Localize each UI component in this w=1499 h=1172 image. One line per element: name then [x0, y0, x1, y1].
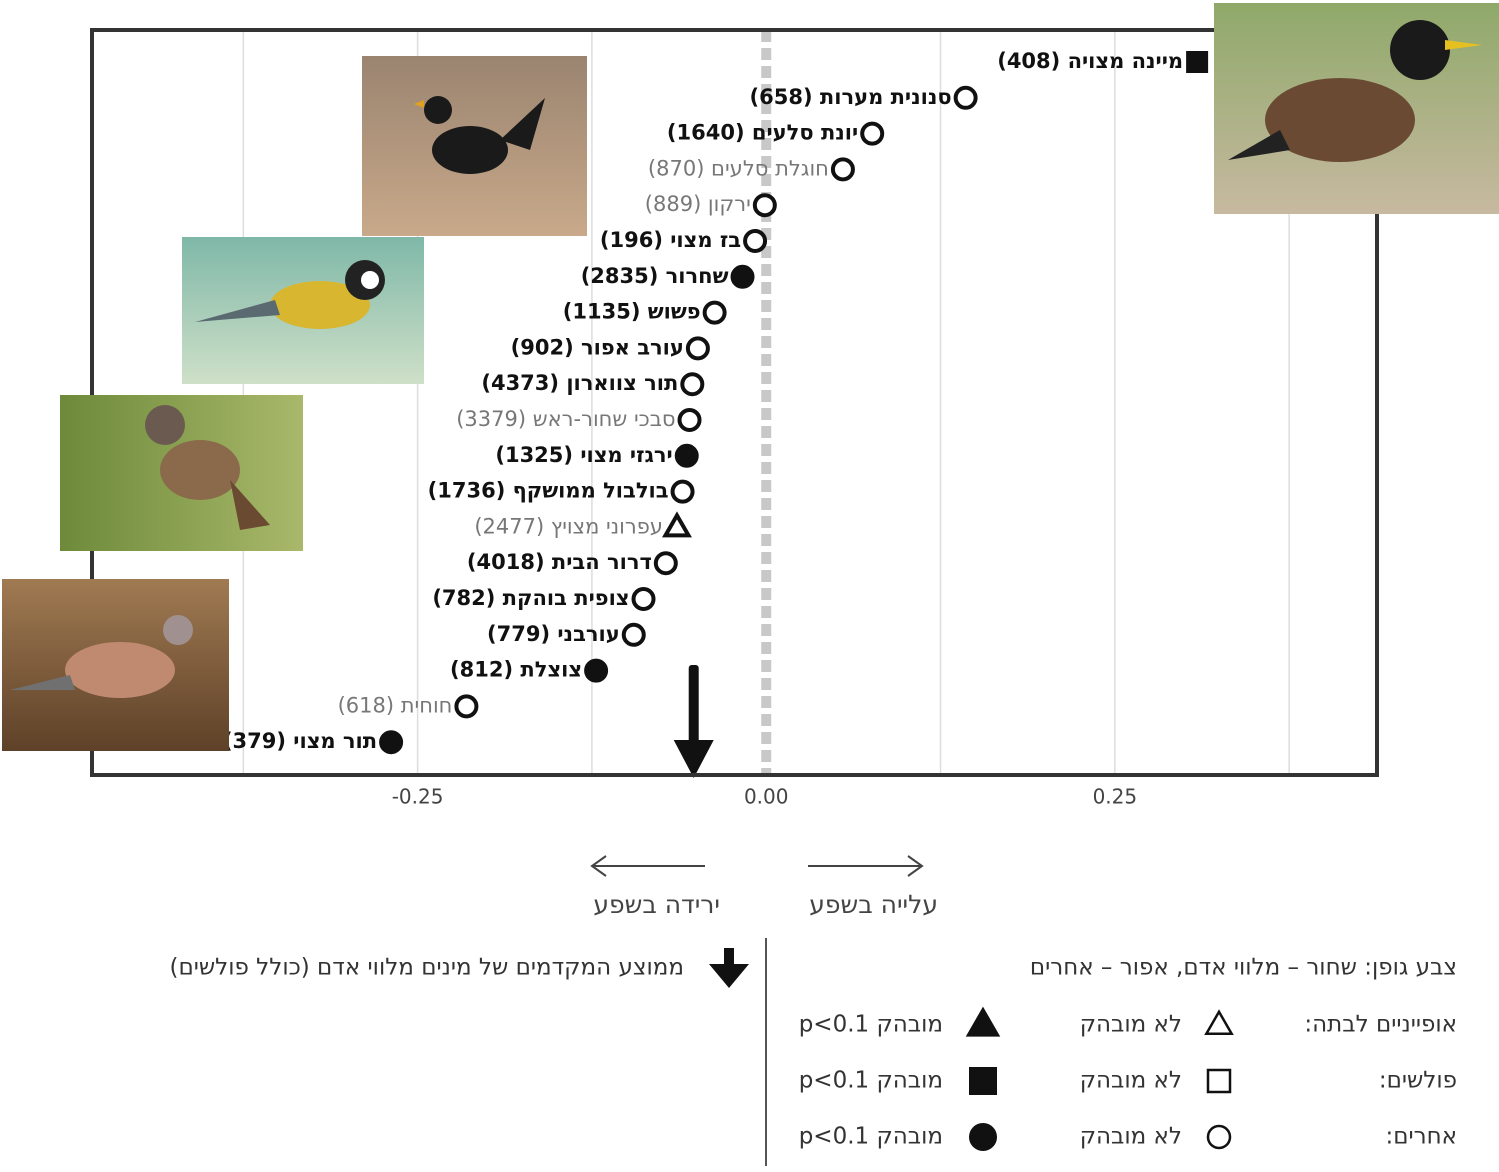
point-label: צופית בוהקת (782)	[432, 586, 629, 610]
point-label: ירגזי מצוי (1325)	[495, 443, 672, 467]
legend-marker	[969, 1067, 997, 1095]
point-label: שחרור (2835)	[581, 264, 729, 288]
point-label: חוגלת סלעים (870)	[648, 156, 829, 180]
point-label: עורב אפור (902)	[511, 335, 684, 359]
point-label: עפרוני מצויץ (2477)	[474, 514, 663, 538]
legend-not-significant: לא מובהק	[1080, 1124, 1182, 1150]
point	[653, 551, 678, 576]
point	[677, 408, 702, 432]
direction-arrows	[590, 855, 924, 877]
legend-significant: מובהק p<0.1	[799, 1012, 943, 1038]
point-label: בז מצוי (196)	[600, 228, 741, 252]
point	[730, 264, 755, 289]
point	[685, 336, 710, 361]
point-label: חוחית (618)	[338, 693, 453, 717]
point-label: יונת סלעים (1640)	[667, 121, 858, 145]
direction-right-label: עלייה בשפע	[809, 890, 938, 919]
legend-not-significant: לא מובהק	[1080, 1068, 1182, 1094]
legend-marker	[969, 1123, 997, 1151]
point-label: בולבול ממושקף (1736)	[428, 479, 669, 503]
legend-marker	[1204, 1009, 1234, 1036]
legend-significant: מובהק p<0.1	[799, 1068, 943, 1094]
point	[584, 658, 609, 683]
legend: אופייניים לבתה: לא מובהק מובהק p<0.1 פולשים…	[799, 1006, 1457, 1151]
point-label: סנונית מערות (658)	[750, 85, 952, 109]
point	[621, 622, 646, 647]
photo-myna	[1214, 3, 1499, 214]
legend-font-note: צבע גופן: שחור – מלווי אדם, אפור – אחרים	[1030, 955, 1457, 981]
point	[680, 372, 705, 397]
direction-left-label: ירידה בשפע	[593, 890, 720, 919]
photo-blackbird	[362, 56, 587, 236]
point-label: מיינה מצויה (408)	[997, 49, 1183, 73]
point-label: פשוש (1135)	[563, 300, 701, 324]
point	[830, 157, 855, 182]
point	[631, 587, 656, 611]
point-label: דרור הבית (4018)	[467, 550, 652, 574]
mean-arrow	[673, 665, 714, 778]
point	[670, 479, 695, 504]
legend-marker	[1206, 1124, 1232, 1150]
point	[702, 300, 727, 325]
x-tick-label: -0.25	[392, 785, 444, 809]
photo-tit	[182, 237, 424, 384]
mean-arrow-head	[673, 740, 714, 778]
point-label: צוצלת (812)	[450, 658, 582, 682]
plot-area: מיינה מצויה (408) סנונית מערות (658) יונת …	[223, 30, 1290, 778]
legend-marker	[1206, 1068, 1232, 1094]
legend-row-name: אופייניים לבתה:	[1304, 1012, 1457, 1038]
legend-row-name: אחרים:	[1385, 1124, 1457, 1150]
point	[662, 511, 692, 538]
point	[379, 730, 404, 755]
point	[752, 193, 777, 218]
point	[860, 121, 885, 146]
point-label: סבכי שחור-ראש (3379)	[456, 407, 675, 431]
photo-dove	[2, 579, 229, 751]
point-label: עורבני (779)	[487, 622, 620, 646]
point-label: ירקון (889)	[645, 192, 751, 216]
x-tick-label: 0.00	[744, 785, 789, 809]
point	[674, 443, 699, 468]
point-label: תור צווארון (4373)	[481, 371, 678, 395]
legend-not-significant: לא מובהק	[1080, 1012, 1182, 1038]
legend-row-name: פולשים:	[1379, 1068, 1457, 1094]
mean-arrow-shaft	[688, 665, 699, 750]
legend-mean-icon	[709, 948, 749, 988]
legend-marker	[965, 1006, 1001, 1037]
point	[454, 694, 479, 719]
point	[953, 85, 978, 110]
legend-mean-label: ממוצע המקדמים של מינים מלווי אדם (כולל פ…	[169, 955, 684, 981]
point-label: תור מצוי (379)	[223, 729, 377, 753]
x-tick-label: 0.25	[1093, 785, 1138, 809]
point	[743, 229, 768, 253]
photo-sparrow	[60, 395, 303, 551]
legend-significant: מובהק p<0.1	[799, 1124, 943, 1150]
point	[1186, 51, 1209, 73]
